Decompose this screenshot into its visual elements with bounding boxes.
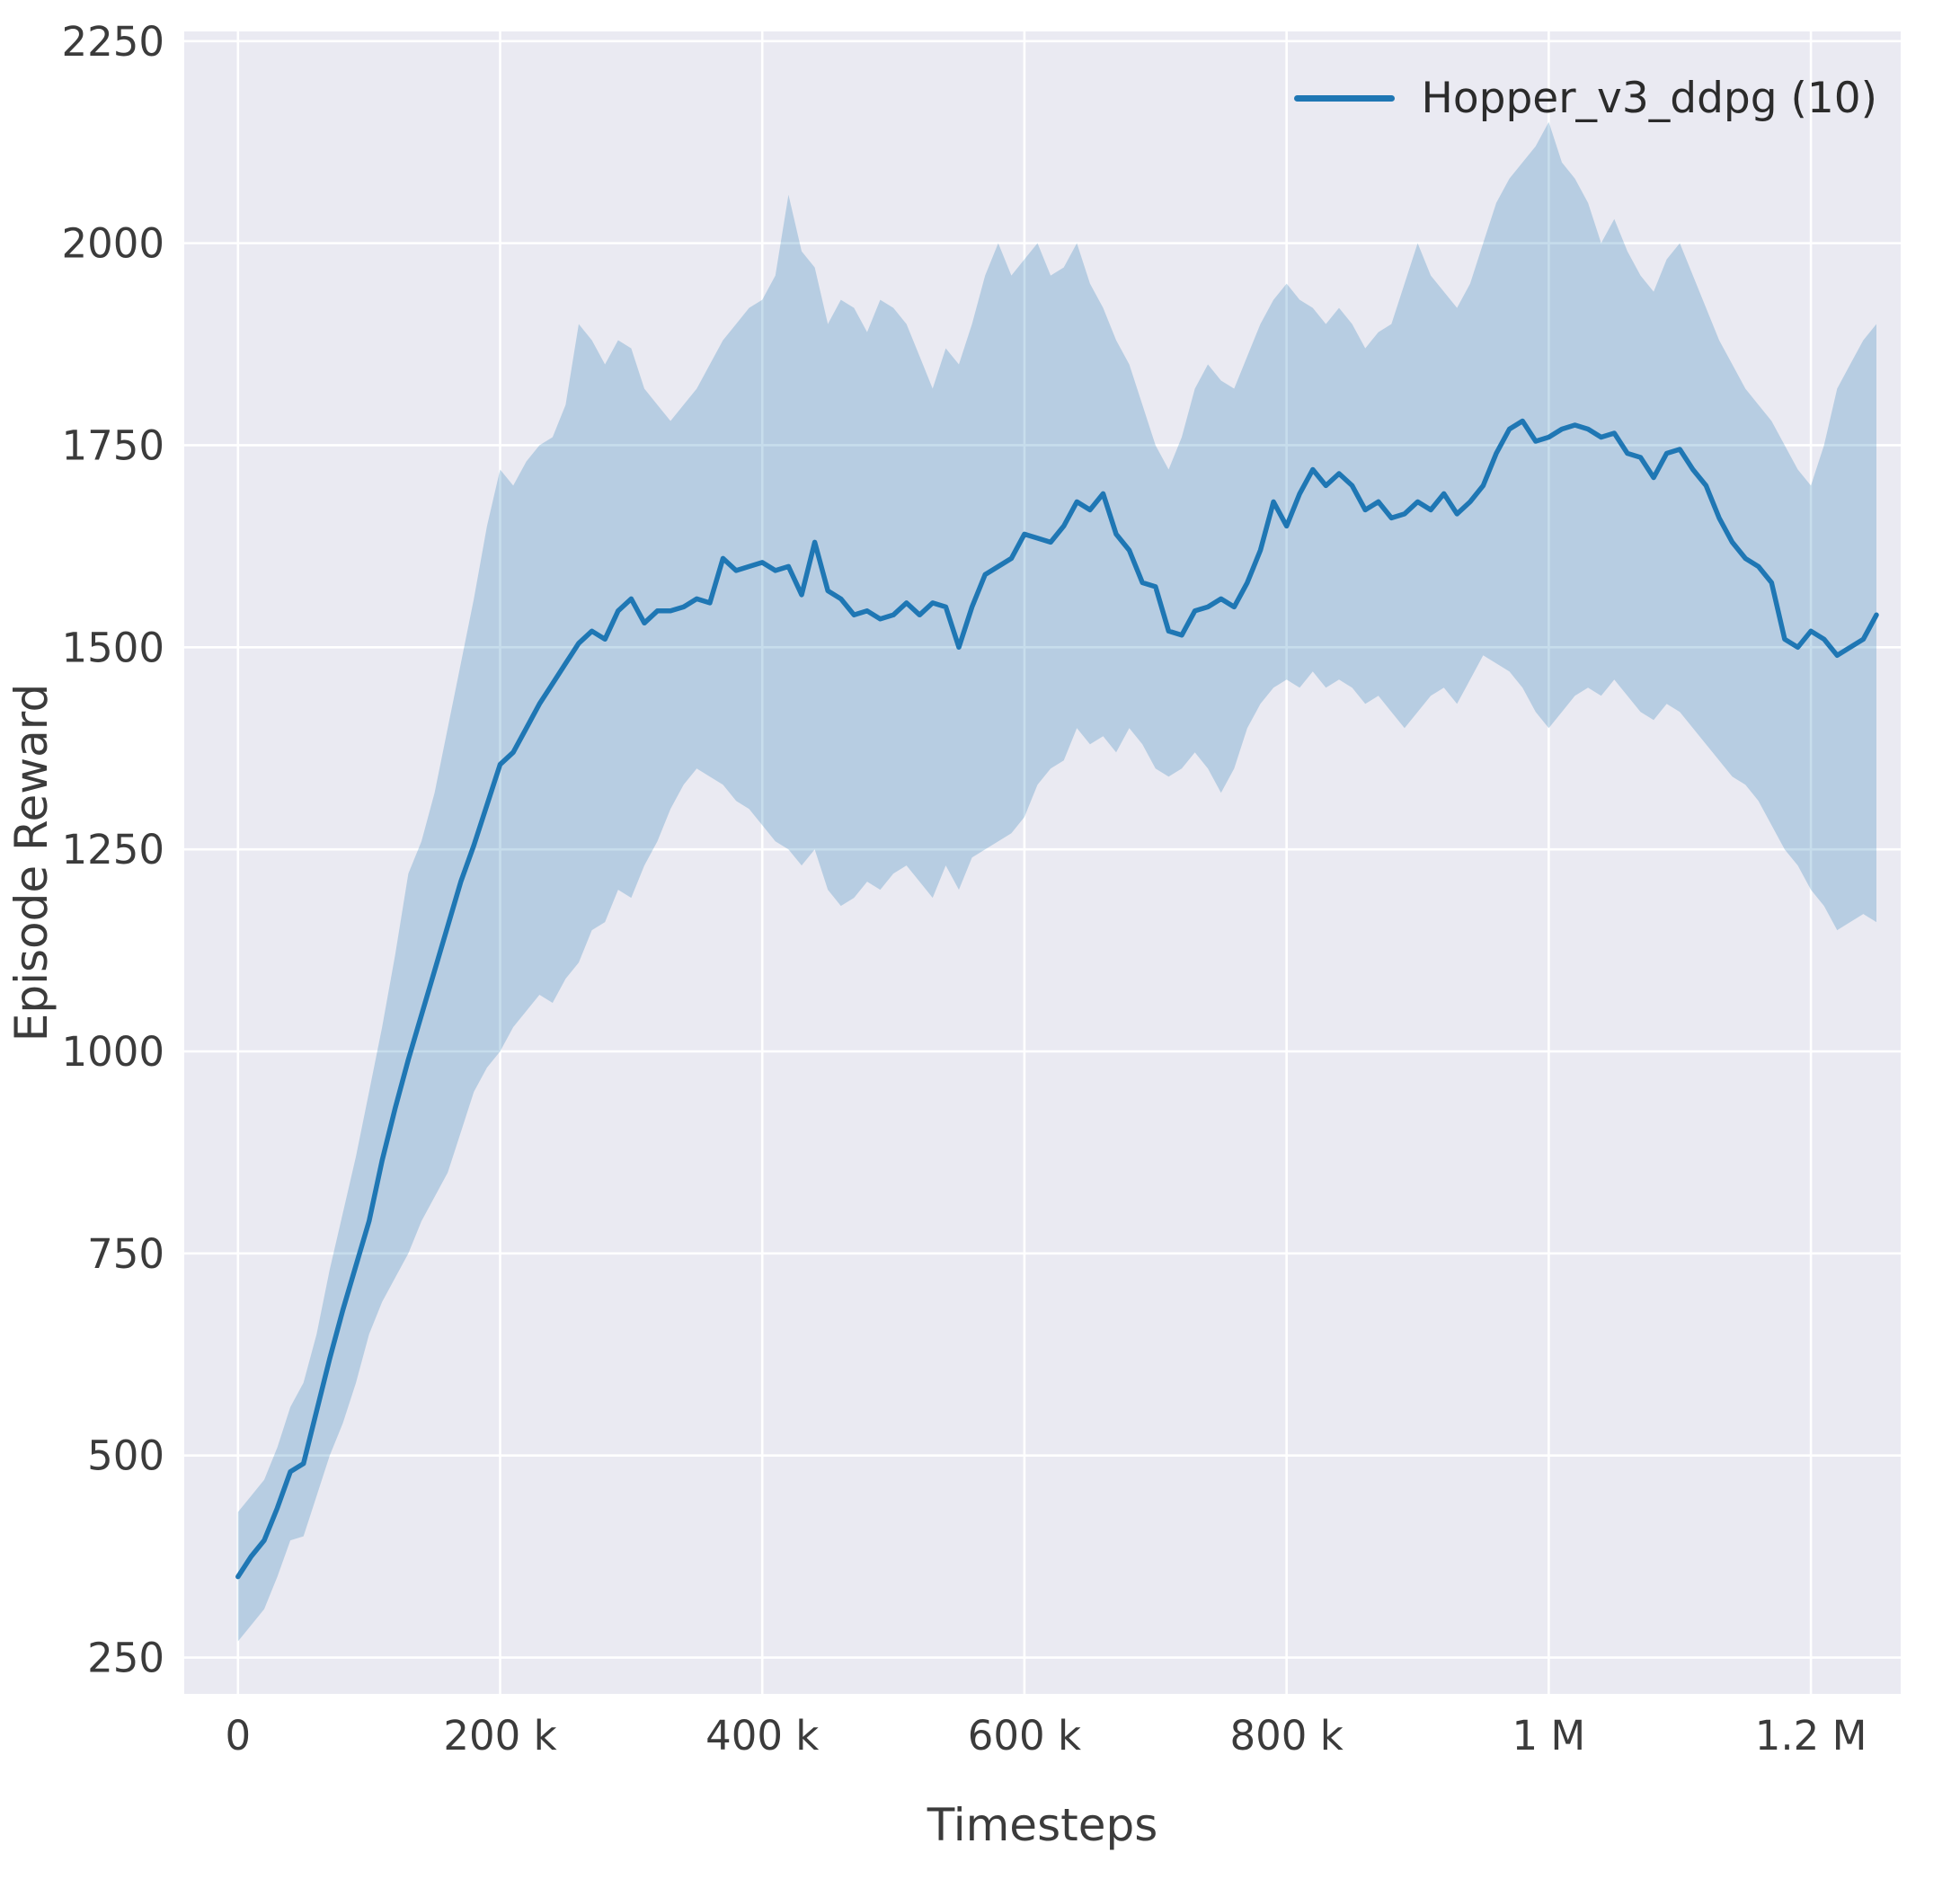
x-tick-label: 1 M [1512, 1712, 1585, 1760]
y-axis-label: Episode Reward [5, 684, 58, 1042]
legend-line-swatch [1293, 95, 1395, 102]
y-tick-label: 250 [87, 1635, 164, 1682]
x-tick-label: 400 k [705, 1712, 819, 1760]
x-tick-label: 0 [225, 1712, 251, 1760]
y-tick-label: 1000 [61, 1028, 164, 1076]
y-tick-label: 750 [87, 1230, 164, 1278]
x-tick-label: 1.2 M [1755, 1712, 1867, 1760]
y-tick-label: 2250 [61, 18, 164, 66]
x-axis-label: Timesteps [927, 1799, 1158, 1851]
y-tick-label: 500 [87, 1432, 164, 1480]
plot-background [184, 31, 1901, 1694]
legend-label: Hopper_v3_ddpg (10) [1421, 74, 1877, 123]
y-tick-label: 1500 [61, 624, 164, 671]
mean-reward-line [235, 418, 1879, 1580]
x-tick-label: 600 k [968, 1712, 1081, 1760]
x-tick-label: 800 k [1230, 1712, 1344, 1760]
x-tick-label: 200 k [443, 1712, 556, 1760]
legend: Hopper_v3_ddpg (10) [1293, 74, 1877, 123]
y-tick-label: 1250 [61, 826, 164, 873]
y-tick-label: 1750 [61, 421, 164, 469]
y-tick-label: 2000 [61, 220, 164, 268]
